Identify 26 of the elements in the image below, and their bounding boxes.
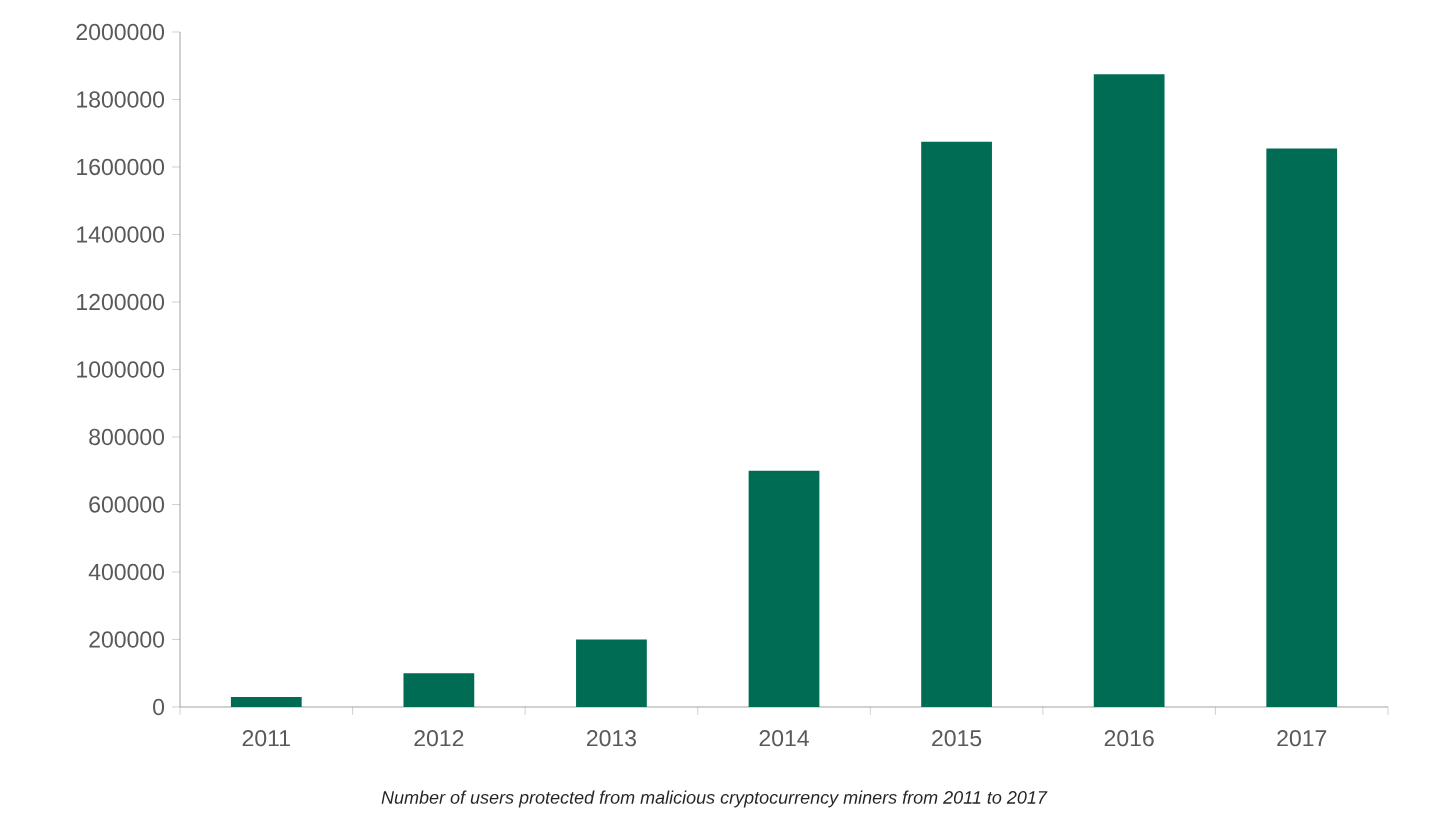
x-tick-label: 2017	[1277, 730, 1327, 747]
bar	[921, 141, 992, 707]
y-tick-label: 1000000	[77, 361, 165, 378]
x-tick-label: 2015	[932, 730, 982, 747]
x-tick-label: 2016	[1104, 730, 1154, 747]
y-tick-label: 600000	[89, 496, 165, 513]
bar	[1093, 74, 1165, 707]
x-tick-label: 2014	[759, 730, 809, 747]
y-tick-label: 2000000	[76, 23, 165, 41]
bar	[576, 639, 647, 707]
bar	[230, 696, 302, 707]
text: Number of users protected from malicious cryptocurrency miners from 2011 to 2017	[381, 790, 1048, 808]
bar	[1266, 148, 1338, 707]
bar	[403, 673, 475, 707]
y-tick-label: 1400000	[77, 226, 165, 243]
x-tick-label: 2011	[242, 730, 290, 747]
y-tick-label: 1600000	[77, 158, 165, 176]
y-tick-label: 800000	[89, 428, 165, 446]
bar	[748, 470, 820, 707]
y-tick-label: 1800000	[77, 91, 165, 108]
y-tick-label: 0	[153, 698, 165, 716]
y-tick-label: 1200000	[77, 293, 165, 311]
x-tick-label: 2012	[414, 730, 464, 747]
y-tick-label: 400000	[88, 563, 165, 581]
x-tick-label: 2013	[587, 730, 636, 747]
y-tick-label: 200000	[89, 631, 165, 648]
